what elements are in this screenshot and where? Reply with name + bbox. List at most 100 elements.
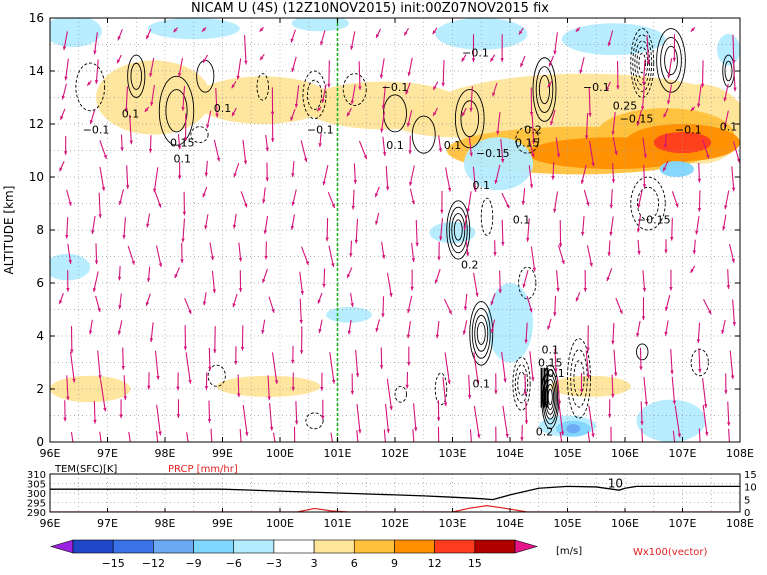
vector-head-165 — [350, 303, 354, 307]
vector-head-184 — [375, 220, 379, 225]
vector-head-258 — [523, 391, 528, 396]
contour-label-14: 0.1 — [513, 213, 531, 226]
vector-head-253 — [492, 92, 496, 97]
vector-scale-label: Wx100(vector) — [633, 547, 708, 558]
vector-head-193 — [413, 427, 418, 432]
vector-head-164 — [347, 330, 352, 335]
vector-head-106 — [233, 173, 237, 178]
contour-25-0 — [690, 348, 709, 377]
vector-head-311 — [607, 252, 611, 257]
vector-head-215 — [437, 256, 441, 261]
vector-shaft-178 — [386, 378, 393, 411]
vector-head-234 — [473, 188, 478, 192]
vector-shaft-91 — [213, 139, 220, 162]
vector-head-308 — [611, 340, 615, 345]
vector-head-18 — [103, 407, 107, 412]
vector-head-96 — [240, 452, 243, 456]
vector-head-131 — [291, 359, 295, 364]
shade-blob-18 — [561, 23, 666, 56]
vector-head-250 — [494, 179, 498, 184]
vector-head-309 — [619, 309, 623, 314]
vector-shaft-35 — [122, 347, 124, 370]
vector-head-338 — [672, 400, 677, 405]
vector-head-285 — [547, 83, 552, 88]
vector-head-222 — [441, 82, 445, 87]
sub-x-tick-label-0: 96E — [40, 517, 61, 530]
shade-blob-24 — [636, 399, 706, 442]
vector-head-1 — [63, 417, 67, 422]
vector-head-25 — [98, 214, 102, 218]
vector-head-139 — [303, 157, 308, 162]
vector-head-113 — [269, 426, 274, 431]
colorbar: −15 −12 −9 −6 −3 3 6 9 12 15 — [49, 539, 539, 570]
vector-head-151 — [331, 263, 335, 267]
vector-head-268 — [531, 140, 536, 145]
vector-shaft-86 — [211, 270, 216, 294]
vector-shaft-18 — [99, 379, 106, 412]
contour-0-0 — [75, 62, 106, 112]
vector-head-98 — [236, 393, 241, 398]
vector-head-29 — [87, 81, 91, 86]
vector-head-190 — [379, 74, 384, 79]
vector-head-9 — [68, 201, 72, 206]
vector-head-62 — [149, 72, 153, 77]
colorbar-swatch-1 — [112, 539, 154, 554]
vector-head-220 — [433, 111, 437, 116]
contour-label-9: −0.1 — [462, 46, 489, 59]
vector-head-136 — [290, 225, 295, 230]
vector-head-47 — [117, 36, 121, 41]
vector-shaft-72 — [182, 218, 186, 243]
vector-head-127 — [259, 27, 264, 32]
vector-head-374 — [726, 285, 731, 289]
sub-left-tick-label-1: 305 — [27, 480, 46, 491]
contour-labels: 0.1−0.10.150.10.1−0.1−0.10.1 0.1−0.10.2−0… — [83, 46, 738, 438]
vector-head-371 — [730, 375, 735, 380]
vector-shaft-45 — [125, 86, 129, 113]
vector-head-43 — [120, 147, 124, 152]
shade-blob-16 — [291, 18, 349, 32]
vector-head-358 — [690, 268, 694, 273]
vector-head-170 — [353, 180, 357, 184]
contour-19-0 — [469, 301, 494, 366]
vector-head-173 — [350, 100, 355, 105]
vector-shaft-355 — [698, 348, 701, 373]
vector-head-230 — [475, 292, 479, 297]
vector-shaft-382 — [732, 61, 736, 92]
vector-head-175 — [350, 45, 354, 50]
contour-label-24: 0.1 — [547, 367, 565, 380]
vector-head-13 — [61, 95, 66, 100]
vector-shaft-272 — [559, 432, 563, 442]
vector-shaft-107 — [242, 139, 247, 165]
vector-shaft-211 — [444, 352, 451, 385]
colorbar-swatch-6 — [313, 539, 355, 554]
vector-head-2 — [66, 396, 70, 401]
x-tick-label-10: 106E — [611, 447, 639, 460]
vector-head-254 — [490, 57, 494, 62]
vector-head-328 — [636, 228, 641, 233]
vector-shaft-264 — [526, 218, 530, 242]
vector-shaft-323 — [639, 347, 642, 371]
temperature-label: TEM(SFC)[K] — [54, 464, 117, 475]
vector-head-88 — [204, 225, 208, 230]
sub-right-tick-label-2: 5 — [744, 495, 750, 506]
vector-shaft-268 — [531, 114, 535, 145]
vector-head-283 — [556, 153, 561, 158]
y-tick-label-8: 16 — [29, 11, 44, 25]
vector-shaft-30 — [95, 59, 99, 84]
vector-head-214 — [434, 279, 439, 284]
vector-shaft-48 — [155, 431, 159, 442]
contour-11-0 — [532, 57, 557, 122]
vector-head-7 — [68, 260, 72, 264]
vector-head-40 — [122, 235, 126, 239]
vector-head-229 — [463, 306, 468, 311]
contour-label-25: 0.1 — [473, 378, 491, 391]
vector-shaft-144 — [330, 432, 333, 442]
sub-right-tick-label-3: 0 — [744, 508, 750, 519]
vector-head-286 — [548, 62, 553, 67]
contour-11-1 — [535, 66, 554, 113]
vector-head-218 — [447, 187, 452, 192]
vector-head-297 — [586, 201, 590, 206]
vector-head-333 — [640, 106, 645, 111]
contour-21-0 — [512, 356, 531, 411]
vector-head-146 — [320, 386, 324, 391]
